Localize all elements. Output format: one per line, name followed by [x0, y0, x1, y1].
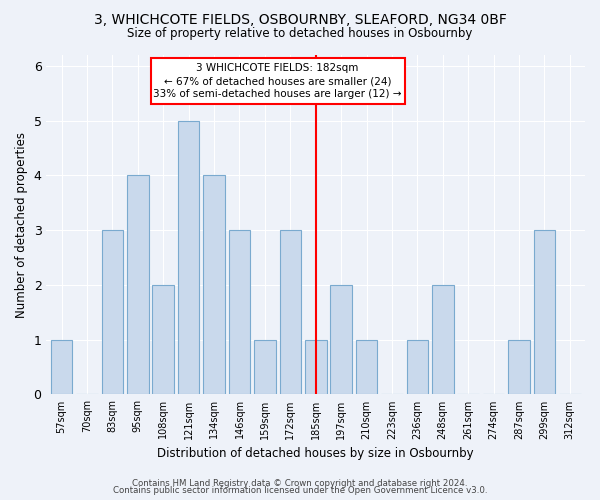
- Text: Contains HM Land Registry data © Crown copyright and database right 2024.: Contains HM Land Registry data © Crown c…: [132, 478, 468, 488]
- Text: Contains public sector information licensed under the Open Government Licence v3: Contains public sector information licen…: [113, 486, 487, 495]
- Text: ← 67% of detached houses are smaller (24): ← 67% of detached houses are smaller (24…: [164, 76, 391, 86]
- Bar: [508, 340, 530, 394]
- Bar: [280, 230, 301, 394]
- Bar: [101, 230, 123, 394]
- Text: 3 WHICHCOTE FIELDS: 182sqm: 3 WHICHCOTE FIELDS: 182sqm: [196, 63, 359, 73]
- Text: 3, WHICHCOTE FIELDS, OSBOURNBY, SLEAFORD, NG34 0BF: 3, WHICHCOTE FIELDS, OSBOURNBY, SLEAFORD…: [94, 12, 506, 26]
- Text: 33% of semi-detached houses are larger (12) →: 33% of semi-detached houses are larger (…: [154, 89, 402, 99]
- Text: Size of property relative to detached houses in Osbournby: Size of property relative to detached ho…: [127, 28, 473, 40]
- Bar: [356, 340, 377, 394]
- Bar: [51, 340, 73, 394]
- Bar: [127, 176, 149, 394]
- Bar: [432, 285, 454, 395]
- Bar: [331, 285, 352, 395]
- Y-axis label: Number of detached properties: Number of detached properties: [15, 132, 28, 318]
- Bar: [203, 176, 225, 394]
- Bar: [533, 230, 555, 394]
- Bar: [254, 340, 275, 394]
- FancyBboxPatch shape: [151, 58, 404, 104]
- Bar: [229, 230, 250, 394]
- X-axis label: Distribution of detached houses by size in Osbournby: Distribution of detached houses by size …: [157, 447, 474, 460]
- Bar: [407, 340, 428, 394]
- Bar: [305, 340, 326, 394]
- Bar: [152, 285, 174, 395]
- Bar: [178, 120, 199, 394]
